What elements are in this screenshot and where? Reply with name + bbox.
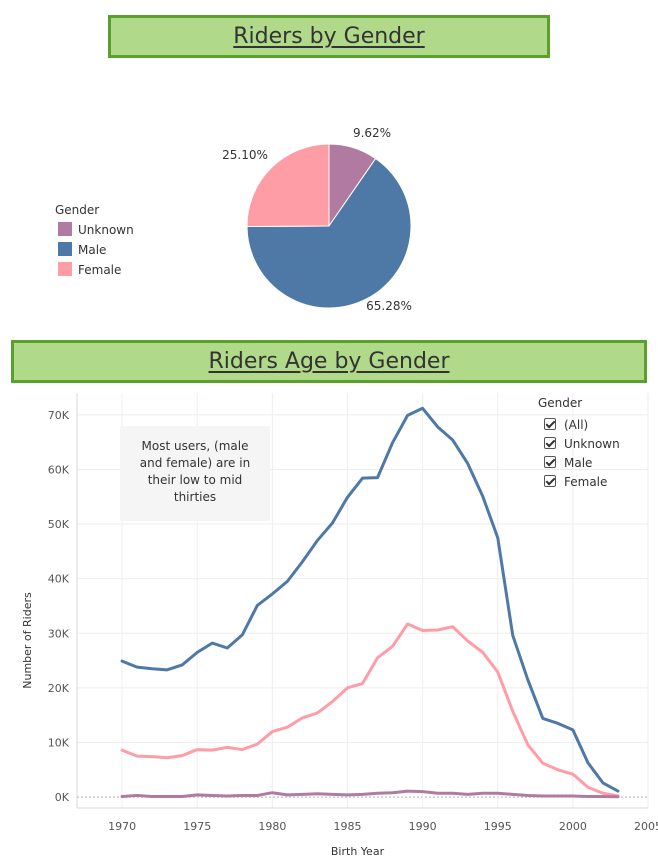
y-tick-label: 0K: [55, 791, 70, 804]
pie-legend-swatch-female: [58, 262, 72, 276]
y-tick-label: 30K: [48, 627, 70, 640]
pie-legend-title: Gender: [55, 203, 99, 217]
series-line-female: [120, 622, 620, 798]
filter-unknown-label: Unknown: [564, 437, 620, 451]
y-tick-label: 60K: [48, 463, 70, 476]
series-line-unknown: [120, 789, 620, 799]
x-tick-label: 1975: [183, 820, 211, 833]
x-tick-label: 2005: [634, 820, 658, 833]
y-tick-label: 40K: [48, 573, 70, 586]
y-tick-label: 50K: [48, 518, 70, 531]
pie-label-female: 25.10%: [222, 148, 268, 162]
pie-legend-swatch-unknown: [58, 222, 72, 236]
filter-female-label: Female: [564, 475, 608, 489]
pie-slice-male: [246, 157, 412, 309]
y-axis-label: Number of Riders: [21, 592, 34, 689]
y-tick-label: 10K: [48, 736, 70, 749]
pie-legend-label-unknown: Unknown: [78, 223, 134, 237]
x-tick-label: 2000: [559, 820, 587, 833]
x-tick-label: 1980: [258, 820, 286, 833]
checkbox-female[interactable]: [544, 475, 556, 487]
pie-legend-swatch-male: [58, 242, 72, 256]
x-axis-label: Birth Year: [331, 845, 385, 858]
filter-all-label: (All): [564, 418, 589, 432]
y-tick-label: 70K: [48, 409, 70, 422]
filter-male-label: Male: [564, 456, 593, 470]
x-tick-label: 1985: [333, 820, 361, 833]
pie-chart: 9.62% 65.28% 25.10% Gender Unknown Male Female: [55, 126, 412, 313]
chart-annotation: Most users, (male and female) are in the…: [120, 426, 270, 521]
gender-filter-title: Gender: [538, 396, 583, 410]
x-tick-label: 1970: [108, 820, 136, 833]
y-tick-label: 20K: [48, 682, 70, 695]
line-chart-title: Riders Age by Gender: [11, 340, 647, 383]
pie-legend-label-female: Female: [78, 263, 121, 277]
checkbox-all[interactable]: [544, 418, 556, 430]
pie-label-male: 65.28%: [366, 299, 412, 313]
series-line-male: [120, 406, 620, 793]
checkbox-male[interactable]: [544, 456, 556, 468]
pie-chart-title: Riders by Gender: [108, 15, 550, 58]
pie-label-unknown: 9.62%: [353, 126, 391, 140]
x-tick-label: 1990: [409, 820, 437, 833]
pie-legend-label-male: Male: [78, 243, 106, 257]
checkbox-unknown[interactable]: [544, 437, 556, 449]
x-tick-label: 1995: [484, 820, 512, 833]
pie-slice-female: [246, 143, 330, 228]
